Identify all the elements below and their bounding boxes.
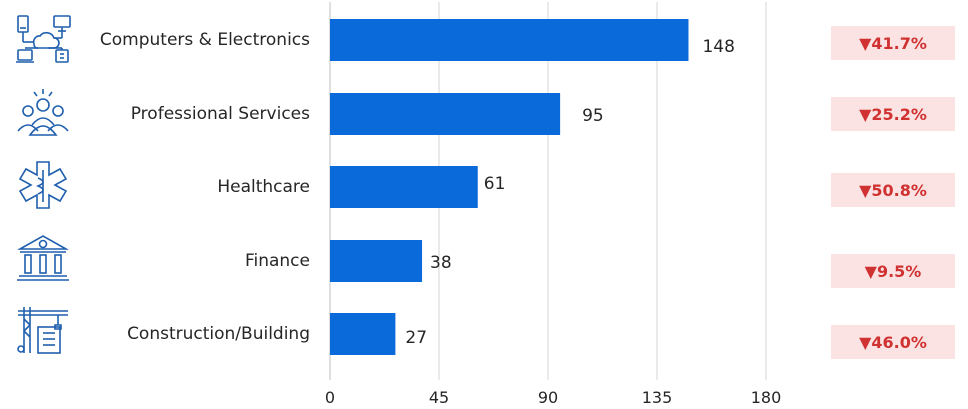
x-tick-label: 0 <box>324 388 336 407</box>
value-label: 61 <box>483 174 506 194</box>
bank-icon <box>16 235 70 281</box>
change-badge: ▼50.8% <box>831 173 955 207</box>
change-badge: ▼25.2% <box>831 97 955 131</box>
change-badge: ▼41.7% <box>831 26 955 60</box>
bar <box>330 166 478 208</box>
bar <box>330 19 689 61</box>
construction-crane-icon <box>17 307 68 354</box>
change-badge: ▼9.5% <box>831 254 955 288</box>
value-label: 27 <box>405 328 428 348</box>
change-badge: ▼46.0% <box>831 325 955 359</box>
category-label: Computers & Electronics <box>99 30 310 50</box>
category-label: Finance <box>244 251 310 271</box>
value-label: 95 <box>582 106 604 126</box>
x-tick-label: 135 <box>641 388 673 407</box>
medical-star-icon <box>18 161 68 209</box>
x-tick-label: 45 <box>428 388 450 407</box>
category-label: Professional Services <box>130 104 310 124</box>
bar <box>330 93 561 135</box>
bar <box>330 240 423 282</box>
category-label: Healthcare <box>217 177 310 197</box>
bar <box>330 313 396 355</box>
value-label: 148 <box>702 37 735 57</box>
value-label: 38 <box>430 253 452 273</box>
x-tick-label: 90 <box>537 388 559 407</box>
x-tick-label: 180 <box>750 388 782 407</box>
category-label: Construction/Building <box>127 324 310 344</box>
professional-people-icon <box>17 89 69 136</box>
computer-network-icon <box>16 15 71 63</box>
